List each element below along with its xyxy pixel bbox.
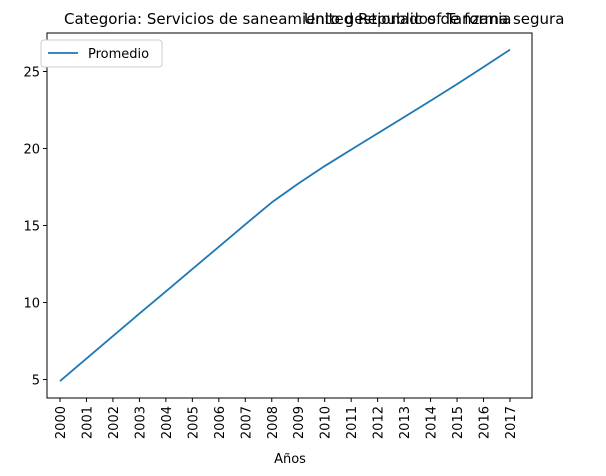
y-tick-label: 25	[23, 66, 40, 81]
y-axis-ticks: 5 10 15 20 25	[23, 66, 47, 389]
x-tick-label: 2014	[425, 406, 440, 439]
plot-area	[46, 32, 533, 399]
x-axis-label: Años	[274, 452, 306, 467]
x-tick-label: 2005	[186, 406, 201, 439]
x-tick-label: 2011	[345, 406, 360, 439]
series-line-promedio	[59, 48, 511, 382]
chart-title-right: United Republic of Tanzania	[304, 10, 511, 28]
x-tick-label: 2007	[239, 406, 254, 439]
x-tick-label: 2017	[504, 406, 519, 439]
x-tick-label: 2002	[107, 406, 122, 439]
x-tick-label: 2003	[133, 406, 148, 439]
x-tick-label: 2008	[266, 406, 281, 439]
x-tick-label: 2013	[398, 406, 413, 439]
series-lines	[59, 48, 511, 382]
y-tick-label: 10	[23, 297, 40, 312]
x-tick-label: 2004	[160, 406, 175, 439]
x-tick-label: 2015	[451, 406, 466, 439]
legend-label-promedio: Promedio	[88, 47, 149, 62]
y-tick-label: 20	[23, 143, 40, 158]
y-tick-label: 15	[23, 220, 40, 235]
x-tick-label: 2016	[478, 406, 493, 439]
legend: Promedio	[40, 39, 163, 68]
x-tick-label: 2012	[372, 406, 387, 439]
x-tick-label: 2009	[292, 406, 307, 439]
x-tick-label: 2000	[54, 406, 69, 439]
x-tick-label: 2010	[319, 406, 334, 439]
chart-title-left: Categoria: Servicios de saneamiento gest…	[64, 10, 564, 28]
legend-box	[40, 39, 163, 68]
x-tick-label: 2001	[80, 406, 95, 439]
x-tick-label: 2006	[213, 406, 228, 439]
y-tick-label: 5	[32, 374, 40, 389]
x-axis-ticks: 2000 2001 2002 2003 2004 2005 2006 2007 2008 2009…	[54, 398, 519, 439]
